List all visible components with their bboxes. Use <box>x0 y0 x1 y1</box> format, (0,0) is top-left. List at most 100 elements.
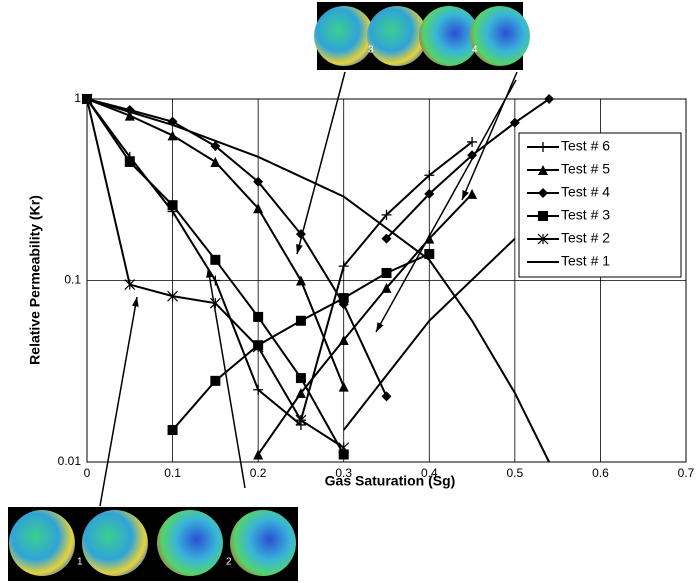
marker <box>253 449 264 460</box>
core-image <box>314 6 374 66</box>
series-line <box>87 99 388 397</box>
marker <box>167 130 178 141</box>
arrow-head <box>376 322 384 332</box>
marker <box>467 136 478 147</box>
marker <box>124 156 135 167</box>
arrow-line <box>207 267 246 489</box>
marker <box>544 94 555 104</box>
marker <box>295 414 307 426</box>
legend-label: Test # 4 <box>561 184 610 200</box>
image-label: 2 <box>226 557 232 568</box>
arrow-head <box>296 244 303 254</box>
series-line <box>257 193 473 456</box>
x-tick-label: 0.5 <box>507 466 524 480</box>
marker <box>253 384 264 395</box>
series-line <box>342 237 516 431</box>
marker <box>209 297 221 309</box>
x-tick-label: 0.3 <box>335 466 352 480</box>
arrow-head <box>131 297 139 307</box>
marker <box>338 293 349 304</box>
series-line <box>87 99 302 426</box>
x-tick-label: 0 <box>84 466 91 480</box>
marker <box>424 188 435 199</box>
legend-label: Test # 6 <box>561 138 610 154</box>
marker <box>381 209 392 220</box>
marker <box>424 248 435 259</box>
marker <box>338 442 350 454</box>
marker <box>338 261 349 272</box>
marker <box>381 267 392 278</box>
legend-label: Test # 1 <box>561 253 610 269</box>
image-label: 3 <box>368 45 374 56</box>
core-image <box>419 6 479 66</box>
marker <box>381 282 392 293</box>
marker <box>124 110 135 121</box>
marker <box>167 200 178 211</box>
y-tick-label: 1 <box>74 91 81 105</box>
marker <box>124 279 136 290</box>
marker <box>253 176 264 187</box>
arrow-line <box>461 71 518 201</box>
marker <box>210 156 221 167</box>
y-tick-label: 0.1 <box>64 273 81 287</box>
marker <box>338 449 349 460</box>
marker <box>381 233 392 244</box>
marker <box>167 116 178 127</box>
marker <box>509 117 520 128</box>
marker <box>467 188 478 199</box>
marker <box>538 188 548 198</box>
marker <box>381 391 392 402</box>
marker <box>295 315 306 326</box>
arrow-line <box>375 79 517 333</box>
bottom-images: 1 2 <box>8 507 298 581</box>
marker <box>537 233 549 245</box>
core-image <box>470 6 530 66</box>
marker <box>538 211 548 221</box>
y-tick-label: 0.01 <box>58 454 82 468</box>
series-line <box>299 141 473 421</box>
arrow-line <box>99 296 138 507</box>
arrow-head <box>206 268 213 278</box>
marker <box>210 275 221 286</box>
x-tick-label: 0.4 <box>421 466 438 480</box>
marker <box>167 290 178 302</box>
arrow-line <box>296 71 346 255</box>
marker <box>424 170 435 181</box>
marker <box>538 165 548 175</box>
y-axis-title: Relative Permeability (Kr) <box>27 195 43 365</box>
image-label: 1 <box>77 557 83 568</box>
marker <box>253 203 264 214</box>
core-image <box>9 510 75 576</box>
marker <box>538 142 548 152</box>
marker <box>295 387 306 398</box>
core-image <box>82 510 148 576</box>
marker <box>252 341 264 353</box>
x-tick-label: 0.7 <box>678 466 695 480</box>
marker <box>210 254 221 265</box>
series-line <box>87 99 550 462</box>
top-images: 3 4 <box>314 2 530 70</box>
core-image <box>367 6 427 66</box>
marker <box>467 150 478 161</box>
legend-box <box>518 132 682 278</box>
marker <box>295 373 306 384</box>
legend-label: Test # 3 <box>561 207 610 223</box>
marker <box>210 141 221 152</box>
marker <box>210 375 221 386</box>
legend-label: Test # 5 <box>561 161 610 177</box>
core-image <box>157 510 223 576</box>
marker <box>81 93 93 105</box>
marker <box>124 104 135 115</box>
marker <box>338 381 349 392</box>
legend-label: Test # 2 <box>561 230 610 246</box>
x-tick-label: 0.1 <box>164 466 181 480</box>
x-tick-label: 0.6 <box>592 466 609 480</box>
marker <box>253 311 264 322</box>
core-image <box>230 510 296 576</box>
x-axis-title: Gas Saturation (Sg) <box>325 473 456 489</box>
x-tick-label: 0.2 <box>250 466 267 480</box>
marker <box>167 425 178 436</box>
